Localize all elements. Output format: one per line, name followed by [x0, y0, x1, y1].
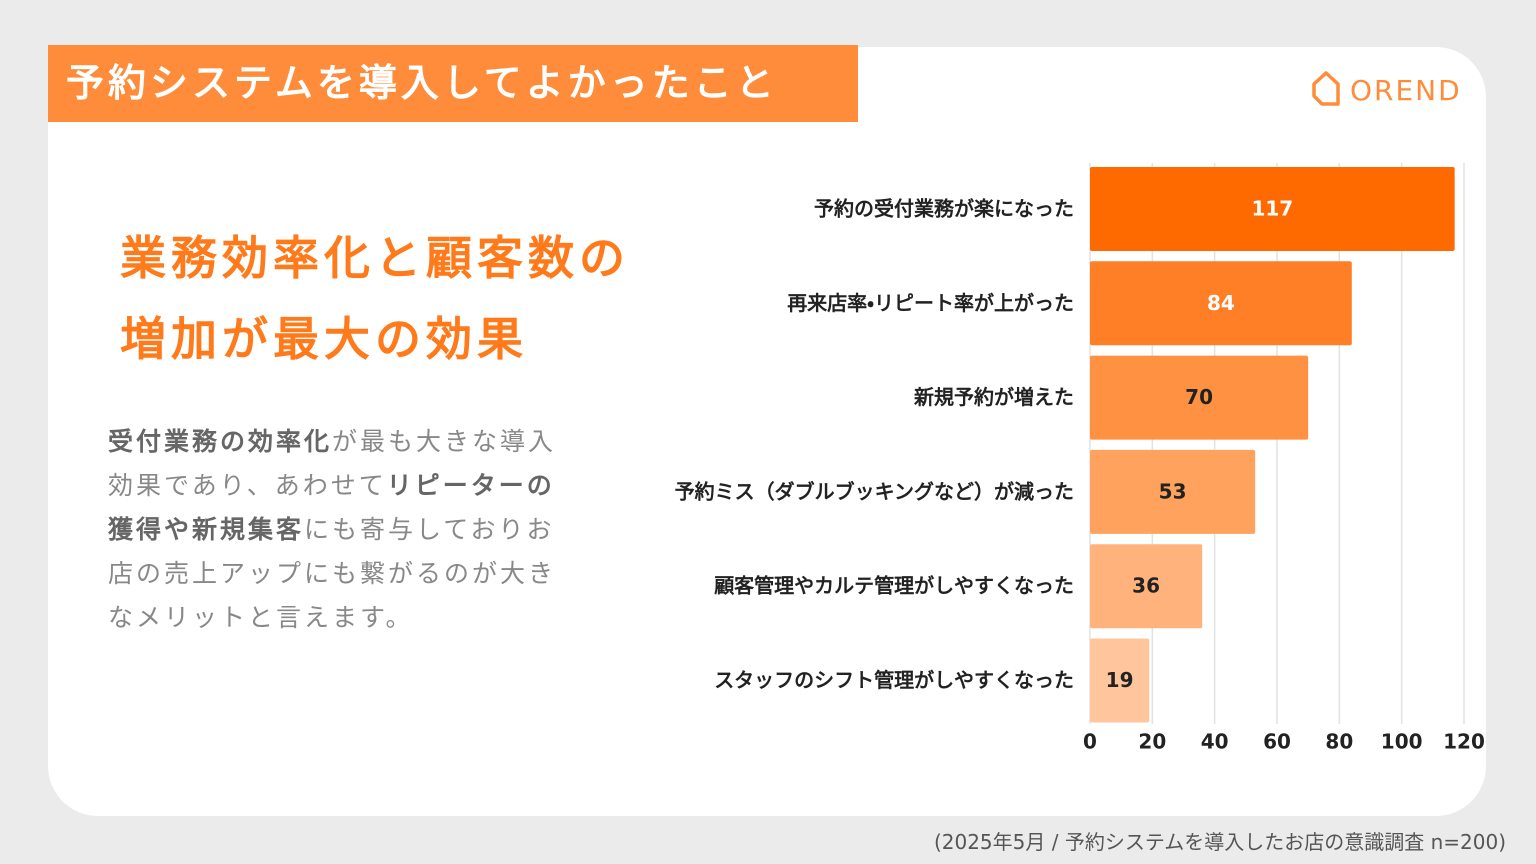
x-tick-label: 0 — [1083, 730, 1097, 754]
x-tick-label: 60 — [1263, 730, 1291, 754]
body-segment: リピーターの — [386, 471, 555, 500]
value-label: 19 — [1106, 668, 1134, 692]
value-label: 53 — [1159, 479, 1187, 503]
bar — [1090, 544, 1203, 629]
body-line: 獲得や新規集客にも寄与しておりお — [108, 508, 556, 552]
value-label: 70 — [1185, 385, 1213, 409]
body-segment: 店の売上アップにも繋がるのが大き — [108, 559, 557, 588]
value-label: 117 — [1251, 197, 1293, 221]
bar — [1090, 261, 1352, 346]
title-banner: 予約システムを導入してよかったこと — [48, 45, 858, 122]
body-segment: なメリットと言えます。 — [108, 603, 414, 632]
body-segment: 獲得や新規集客 — [108, 515, 305, 544]
body-line: 店の売上アップにも繋がるのが大き — [108, 552, 556, 596]
headline: 増加が最大の効果 — [120, 312, 528, 366]
x-tick-label: 120 — [1443, 730, 1485, 754]
body-text: 受付業務の効率化が最も大きな導入 効果であり、あわせてリピーターの 獲得や新規集客に… — [108, 420, 556, 640]
category-label: 新規予約が増えた — [913, 385, 1074, 409]
body-segment: にも寄与しておりお — [304, 515, 555, 544]
category-label: 再来店率・リピート率が上がった — [787, 291, 1074, 315]
body-segment: が最も大きな導入 — [332, 427, 557, 456]
body-line: 受付業務の効率化が最も大きな導入 — [108, 420, 556, 464]
x-tick-label: 20 — [1138, 730, 1166, 754]
headline: 業務効率化と顧客数の — [120, 231, 630, 285]
category-label: 顧客管理やカルテ管理がしやすくなった — [713, 574, 1074, 598]
body-line: なメリットと言えます。 — [108, 596, 556, 640]
category-label: 予約の受付業務が楽になった — [814, 197, 1074, 221]
logo-text: OREND — [1350, 74, 1462, 107]
value-label: 84 — [1207, 291, 1235, 315]
bar — [1090, 355, 1309, 440]
logo: OREND — [1312, 71, 1462, 107]
category-label: スタッフのシフト管理がしやすくなった — [714, 668, 1074, 692]
body-segment: 効果であり、あわせて — [108, 471, 387, 500]
bar — [1090, 638, 1150, 723]
bar — [1090, 167, 1455, 251]
x-tick-label: 80 — [1325, 730, 1353, 754]
x-tick-label: 100 — [1381, 730, 1423, 754]
value-label: 36 — [1132, 574, 1160, 598]
x-tick-label: 40 — [1201, 730, 1229, 754]
footnote: (2025年5月 / 予約システムを導入したお店の意識調査 n=200) — [933, 830, 1506, 854]
logo-icon — [1312, 71, 1340, 106]
body-line: 効果であり、あわせてリピーターの — [108, 464, 556, 508]
category-label: 予約ミス（ダブルブッキングなど）が減った — [675, 479, 1074, 503]
body-segment: 受付業務の効率化 — [108, 427, 333, 456]
bar — [1090, 449, 1256, 534]
